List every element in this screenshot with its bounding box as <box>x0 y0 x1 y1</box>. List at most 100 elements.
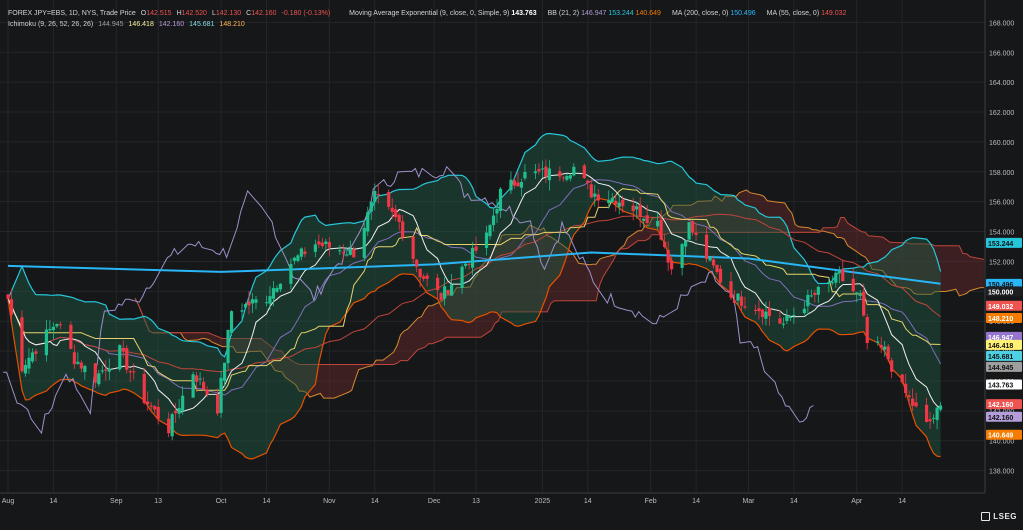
candle-body <box>607 199 611 204</box>
bb-basis-value: 146.947 <box>581 10 607 17</box>
ichimoku-lead2-value: 148.210 <box>219 21 245 28</box>
candle-body <box>680 244 684 268</box>
candle-body <box>670 260 674 270</box>
candle-body <box>729 281 733 298</box>
candle-body <box>107 368 111 372</box>
candle-body <box>928 419 932 422</box>
candle-body <box>387 191 391 207</box>
candle-body <box>914 402 918 407</box>
candle-body <box>76 361 80 364</box>
ohlc-high: H142.520 <box>177 8 207 19</box>
candle-body <box>55 324 59 327</box>
candle-body <box>243 303 248 308</box>
candle-body <box>69 324 73 349</box>
candle-body <box>97 373 101 385</box>
candle-body <box>118 345 122 370</box>
candle-body <box>215 394 220 414</box>
candle-body <box>561 177 565 179</box>
candle-body <box>149 405 153 407</box>
candle-body <box>586 180 590 184</box>
candle-body <box>938 405 943 410</box>
price-label-text: 146.418 <box>988 343 1013 350</box>
candle-body <box>6 294 10 299</box>
candle-body <box>642 218 646 221</box>
candle-body <box>816 286 820 295</box>
candle-body <box>205 389 209 395</box>
x-tick-label: 13 <box>472 498 480 505</box>
candle-body <box>191 374 195 398</box>
candle-body <box>858 294 862 296</box>
price-label-text: 148.210 <box>988 316 1013 323</box>
candle-body <box>610 197 614 202</box>
candle-body <box>484 232 489 248</box>
candle-body <box>760 309 765 318</box>
ohlc-low-value: 142.130 <box>215 10 242 17</box>
legend-row-ichimoku[interactable]: Ichimoku (9, 26, 52, 26, 26) 144.945 146… <box>8 19 846 30</box>
ma200-study[interactable]: MA (200, close, 0) 150.496 <box>672 8 756 19</box>
y-tick-label: 158.000 <box>989 170 1014 177</box>
ichimoku-base-line <box>7 188 941 391</box>
x-tick-label: 14 <box>692 498 700 505</box>
candle-body <box>509 179 513 191</box>
ohlc-open-value: 142.515 <box>146 10 172 17</box>
candle-body <box>757 308 761 312</box>
candle-body <box>338 250 342 252</box>
candle-body <box>142 373 146 404</box>
candle-body <box>788 316 792 318</box>
x-tick-label: 14 <box>263 498 271 505</box>
ema-study[interactable]: Moving Average Exponential (9, close, 0,… <box>349 8 536 19</box>
candle-body <box>621 199 625 207</box>
candle-body <box>264 302 269 304</box>
ichimoku-lagging-value: 142.160 <box>158 21 185 28</box>
candle-body <box>718 268 723 283</box>
price-label-text: 150.000 <box>988 289 1013 296</box>
price-label-box <box>986 286 1022 297</box>
ma200-study-value: 150.496 <box>730 10 756 17</box>
price-label-text: 150.496 <box>988 282 1013 289</box>
candle-body <box>666 249 670 263</box>
ichimoku-lagging-line <box>3 165 814 435</box>
candle-body <box>547 168 551 181</box>
price-label-text: 153.244 <box>988 241 1013 248</box>
x-tick-label: 2025 <box>535 498 551 505</box>
price-label-box <box>986 237 1022 248</box>
price-label-text: 140.649 <box>988 433 1013 440</box>
candle-body <box>121 347 125 352</box>
bb-basis-line <box>7 179 942 396</box>
candle-body <box>687 222 691 240</box>
candle-body <box>488 225 492 237</box>
candle-body <box>663 241 667 248</box>
candle-body <box>436 277 440 291</box>
ma55-study[interactable]: MA (55, close, 0) 149.032 <box>767 8 847 19</box>
x-tick-label: 14 <box>371 498 379 505</box>
candle-body <box>83 365 87 373</box>
x-tick-label: Sep <box>110 498 123 505</box>
bb-study-name: BB (21, 2) <box>547 10 580 17</box>
ma55-study-name: MA (55, close, 0) <box>766 10 820 17</box>
candle-body <box>275 288 279 292</box>
candle-body <box>449 284 454 296</box>
price-label-text: 142.160 <box>988 415 1013 422</box>
candle-body <box>201 381 206 390</box>
candle-body <box>659 219 663 240</box>
candle-body <box>467 263 471 265</box>
candle-body <box>593 193 597 197</box>
ohlc-close-label: C <box>246 10 252 17</box>
candle-body <box>865 316 869 343</box>
candle-body <box>341 252 345 254</box>
candle-body <box>778 318 782 324</box>
y-tick-label: 164.000 <box>989 80 1014 87</box>
candle-body <box>303 251 307 255</box>
candle-body <box>23 364 28 374</box>
bb-study[interactable]: BB (21, 2) 146.947 153.244 140.649 <box>548 8 661 19</box>
candle-body <box>222 362 227 381</box>
candle-body <box>373 190 377 203</box>
candle-body <box>296 255 300 261</box>
candle-body <box>369 201 373 212</box>
candle-body <box>132 371 136 373</box>
bb-lower-line <box>7 197 941 460</box>
candle-body <box>125 348 129 370</box>
candle-body <box>544 166 548 177</box>
